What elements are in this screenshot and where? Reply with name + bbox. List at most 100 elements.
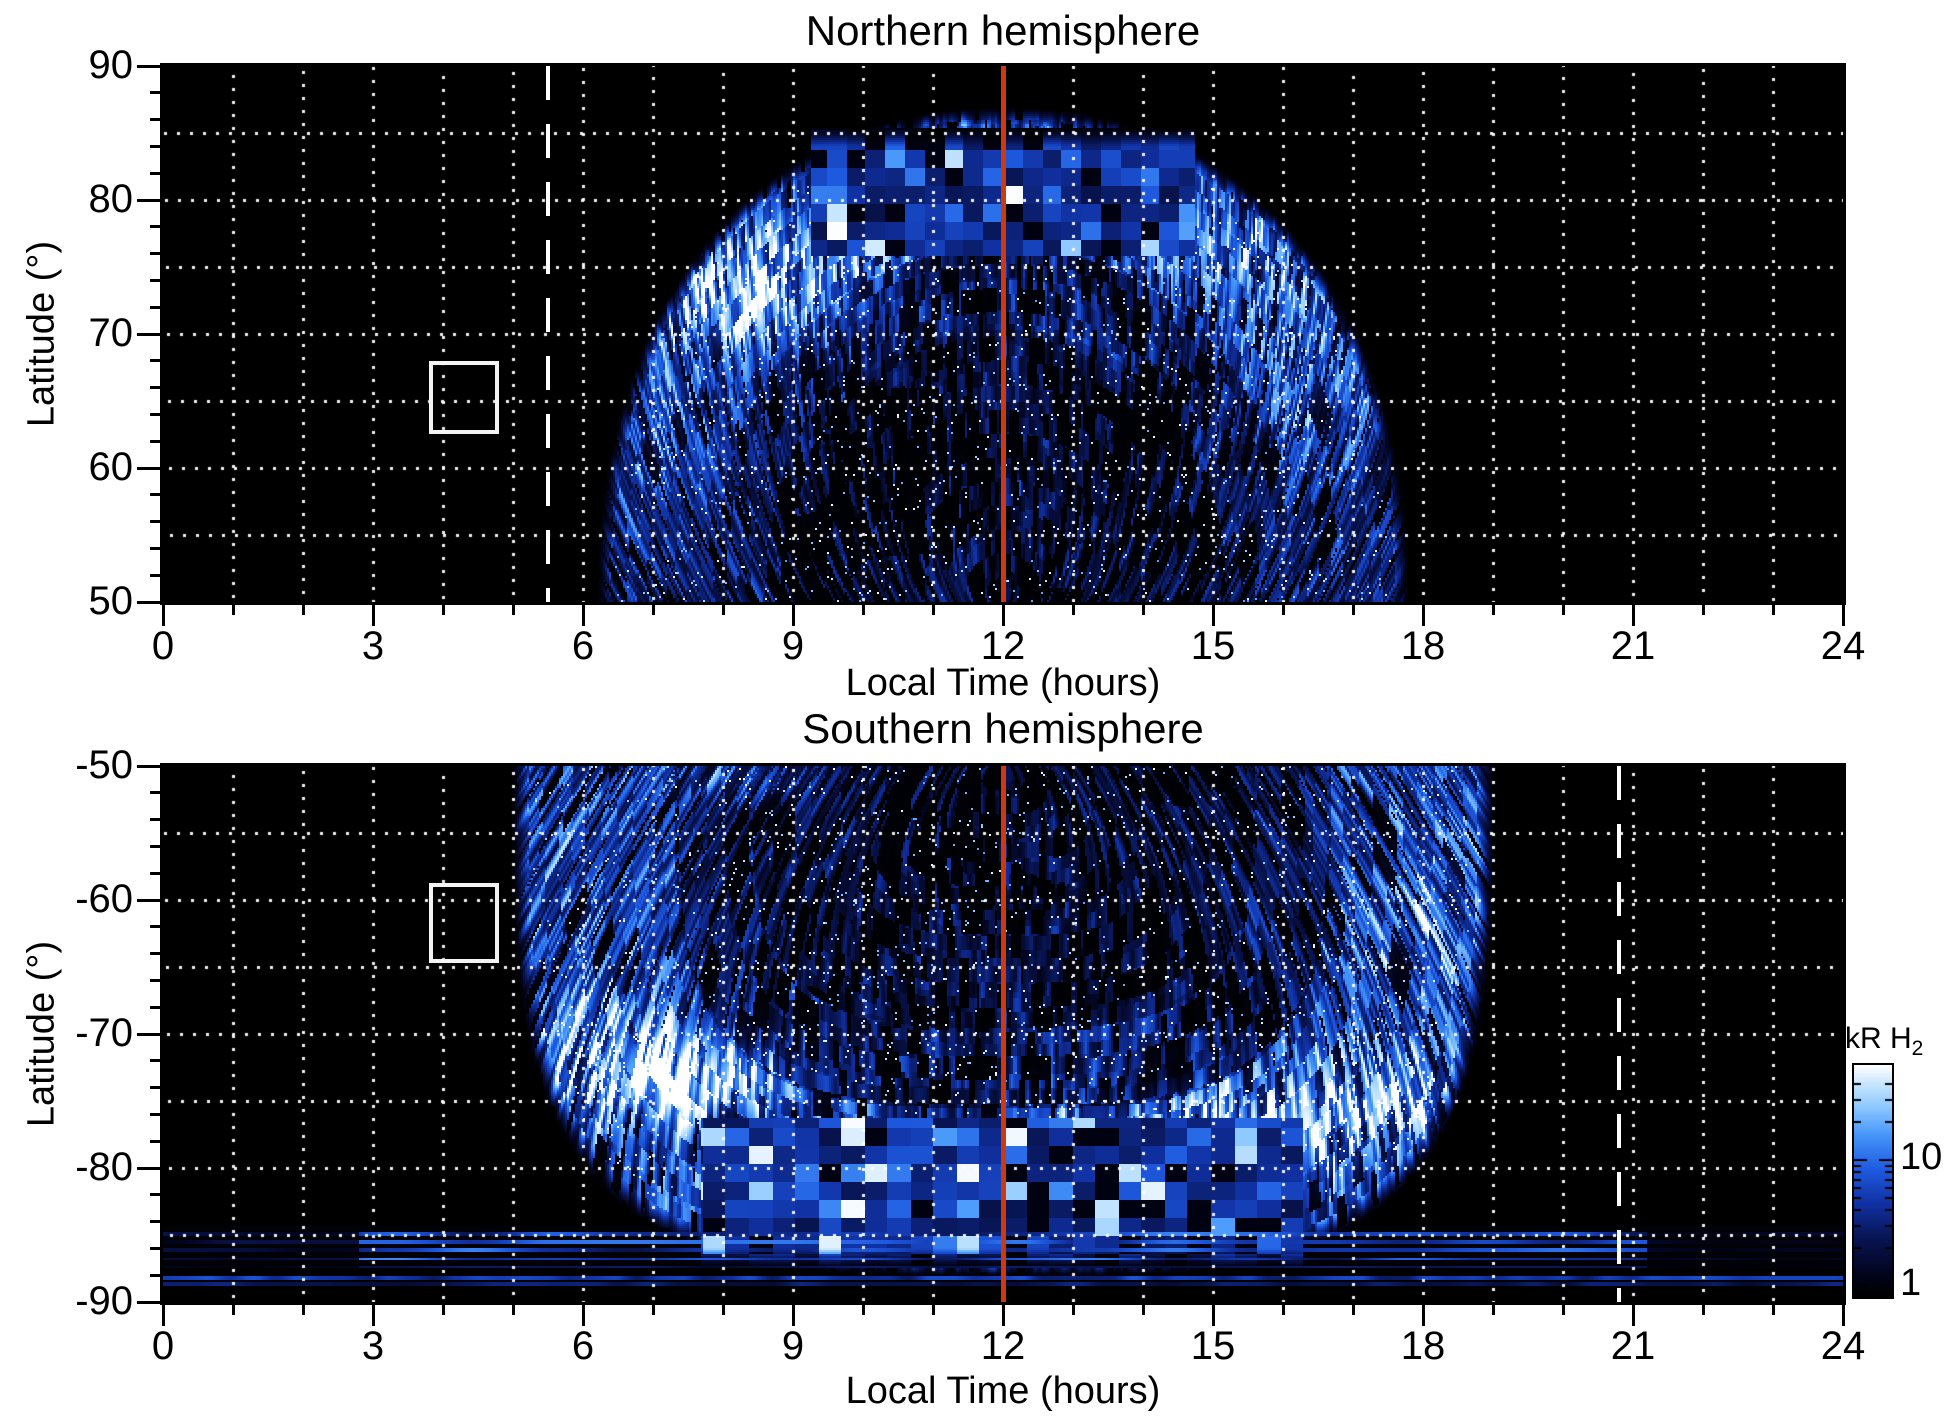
y-tick [150, 359, 163, 363]
y-tick [150, 1139, 163, 1143]
y-tick [150, 1059, 163, 1063]
y-tick [150, 952, 163, 956]
y-tick [150, 1112, 163, 1116]
north-noon-meridian-line [1000, 66, 1006, 602]
y-tick [137, 898, 163, 902]
x-tick [1631, 602, 1635, 626]
x-tick [1281, 1302, 1285, 1315]
colorbar-tick-label: 1 [1900, 1262, 1922, 1304]
x-tick [1561, 1302, 1565, 1315]
y-tick [137, 764, 163, 768]
y-tick-label: 60 [88, 445, 134, 489]
x-tick [581, 1302, 585, 1326]
x-tick [231, 1302, 235, 1315]
x-tick [441, 1302, 445, 1315]
y-tick [150, 1086, 163, 1090]
x-tick [1001, 1302, 1005, 1326]
y-tick-label: -60 [75, 877, 133, 921]
y-tick [150, 439, 163, 443]
y-tick [150, 546, 163, 550]
x-tick [1561, 602, 1565, 615]
y-tick [150, 871, 163, 875]
y-tick [150, 1193, 163, 1197]
south-panel-title: Southern hemisphere [802, 705, 1204, 752]
x-tick-label: 6 [571, 624, 595, 668]
x-tick [1141, 1302, 1145, 1315]
north-dashed-reference-line [546, 66, 550, 602]
y-tick [137, 600, 163, 604]
y-tick-label: 50 [88, 579, 134, 623]
x-tick-label: 9 [781, 624, 805, 668]
x-tick [1211, 1302, 1215, 1326]
y-tick [150, 118, 163, 122]
x-tick [1701, 602, 1705, 615]
y-tick [137, 64, 163, 68]
y-tick [150, 818, 163, 822]
south-dashed-reference-line [1617, 766, 1621, 1302]
x-tick-label: 24 [1820, 624, 1866, 668]
south-annotation-box [429, 882, 499, 963]
x-tick [1211, 602, 1215, 626]
x-tick-label: 24 [1820, 1324, 1866, 1368]
x-tick [931, 602, 935, 615]
colorbar-title-subscript: 2 [1911, 1037, 1924, 1060]
colorbar [1852, 1063, 1894, 1299]
x-tick-label: 18 [1400, 1324, 1446, 1368]
x-tick-label: 15 [1190, 1324, 1236, 1368]
y-tick [150, 1220, 163, 1224]
y-tick [137, 1032, 163, 1036]
x-tick-label: 6 [571, 1324, 595, 1368]
y-tick [150, 1005, 163, 1009]
x-tick [791, 602, 795, 626]
x-tick [441, 602, 445, 615]
y-tick-label: 90 [88, 43, 134, 87]
y-tick [150, 278, 163, 282]
x-tick [1491, 1302, 1495, 1315]
x-tick-label: 0 [151, 624, 175, 668]
x-tick [721, 602, 725, 615]
y-tick-label: -50 [75, 743, 133, 787]
x-tick-label: 0 [151, 1324, 175, 1368]
x-tick [1841, 602, 1845, 626]
x-tick [1421, 602, 1425, 626]
y-tick [150, 520, 163, 524]
x-tick [1001, 602, 1005, 626]
x-tick [1841, 1302, 1845, 1326]
y-tick [137, 466, 163, 470]
x-tick [1421, 1302, 1425, 1326]
x-tick [1071, 1302, 1075, 1315]
x-tick [1771, 602, 1775, 615]
y-tick [137, 1300, 163, 1304]
south-x-axis-label: Local Time (hours) [845, 1370, 1161, 1412]
x-tick [371, 1302, 375, 1326]
x-tick-label: 3 [361, 1324, 385, 1368]
x-tick [1701, 1302, 1705, 1315]
north-heatmap-panel [160, 63, 1846, 605]
x-tick [371, 602, 375, 626]
x-tick-label: 12 [980, 624, 1026, 668]
y-tick [150, 386, 163, 390]
y-tick [150, 252, 163, 256]
x-tick [301, 602, 305, 615]
y-tick [150, 144, 163, 148]
y-tick [137, 1166, 163, 1170]
x-tick [511, 602, 515, 615]
y-tick-label: -70 [75, 1011, 133, 1055]
north-panel-title: Northern hemisphere [805, 7, 1201, 54]
x-tick [1281, 602, 1285, 615]
y-tick [150, 412, 163, 416]
x-tick [511, 1302, 515, 1315]
y-tick-label: 70 [88, 311, 134, 355]
y-tick [150, 305, 163, 309]
x-tick [581, 602, 585, 626]
colorbar-title: kR H2 [1845, 1022, 1923, 1061]
y-tick [150, 91, 163, 95]
x-tick [1141, 602, 1145, 615]
x-tick-label: 3 [361, 624, 385, 668]
x-tick [301, 1302, 305, 1315]
y-tick [150, 493, 163, 497]
x-tick [1071, 602, 1075, 615]
y-tick [150, 573, 163, 577]
colorbar-title-main: kR H [1845, 1022, 1912, 1055]
y-tick [137, 198, 163, 202]
